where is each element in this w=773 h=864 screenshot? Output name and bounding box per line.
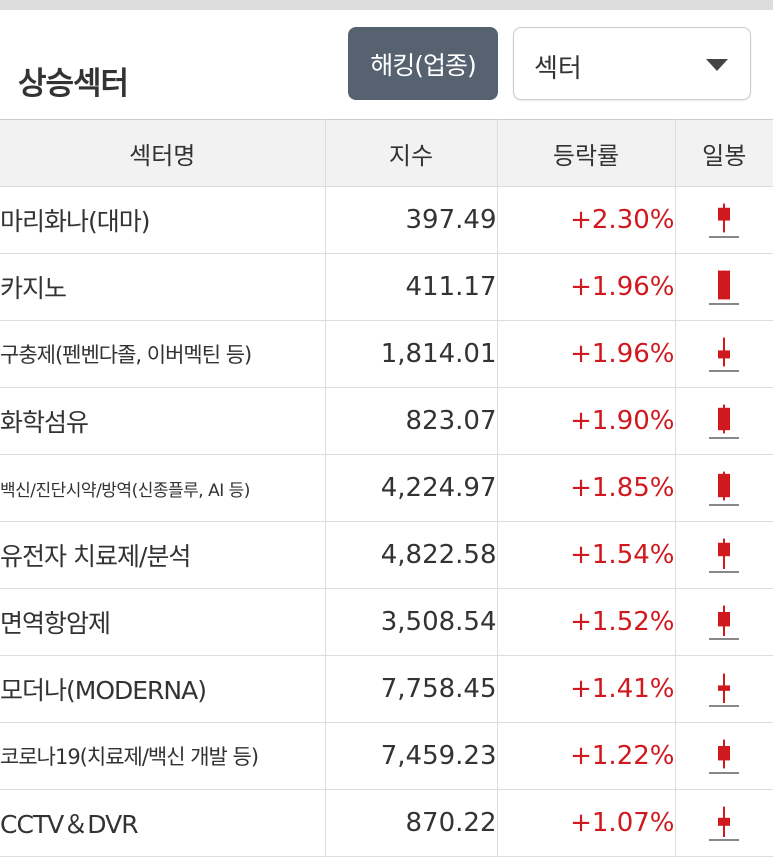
table-header-row: 섹터명 지수 등락률 일봉 bbox=[0, 119, 773, 187]
table-row[interactable]: 코로나19(치료제/백신 개발 등) 7,459.23 +1.22% bbox=[0, 722, 773, 790]
candle-body bbox=[718, 746, 731, 761]
sector-change: +1.41% bbox=[496, 655, 676, 723]
sector-change: +1.22% bbox=[496, 722, 676, 790]
sector-header: 상승섹터 해킹(업종) 섹터 bbox=[0, 10, 773, 119]
table-row[interactable]: 구충제(펜벤다졸, 이버멕틴 등) 1,814.01 +1.96% bbox=[0, 320, 773, 388]
column-header-index[interactable]: 지수 bbox=[324, 119, 498, 187]
candlestick-icon bbox=[709, 538, 740, 573]
column-header-change-rate[interactable]: 등락률 bbox=[496, 119, 676, 187]
daily-candle-cell bbox=[674, 521, 773, 589]
daily-candle-cell bbox=[674, 722, 773, 790]
column-header-sector-name[interactable]: 섹터명 bbox=[0, 119, 326, 187]
sector-index: 411.17 bbox=[324, 253, 498, 321]
sector-index: 397.49 bbox=[324, 186, 498, 254]
candle-body bbox=[718, 407, 731, 431]
sector-select[interactable]: 섹터 bbox=[513, 27, 751, 100]
sector-index: 1,814.01 bbox=[324, 320, 498, 388]
table-row[interactable]: 카지노 411.17 +1.96% bbox=[0, 253, 773, 321]
candlestick-icon bbox=[709, 673, 740, 707]
sector-name[interactable]: CCTV＆DVR bbox=[0, 789, 326, 857]
candlestick-icon bbox=[709, 203, 740, 238]
sector-table: 섹터명 지수 등락률 일봉 마리화나(대마) 397.49 +2.30% 카지노… bbox=[0, 119, 773, 857]
sector-name[interactable]: 화학섬유 bbox=[0, 387, 326, 455]
table-row[interactable]: 백신/진단시약/방역(신종플루, AI 등) 4,224.97 +1.85% bbox=[0, 454, 773, 522]
table-row[interactable]: 유전자 치료제/분석 4,822.58 +1.54% bbox=[0, 521, 773, 589]
sector-name[interactable]: 모더나(MODERNA) bbox=[0, 655, 326, 723]
sector-index: 870.22 bbox=[324, 789, 498, 857]
sector-change: +1.54% bbox=[496, 521, 676, 589]
daily-candle-cell bbox=[674, 588, 773, 656]
candlestick-icon bbox=[709, 605, 740, 640]
daily-candle-cell bbox=[674, 454, 773, 522]
sector-index: 7,459.23 bbox=[324, 722, 498, 790]
candle-body bbox=[718, 817, 731, 826]
table-row[interactable]: CCTV＆DVR 870.22 +1.07% bbox=[0, 789, 773, 857]
daily-candle-cell bbox=[674, 387, 773, 455]
chevron-down-icon bbox=[706, 59, 728, 71]
sector-index: 4,224.97 bbox=[324, 454, 498, 522]
sector-change: +1.96% bbox=[496, 320, 676, 388]
sector-change: +1.90% bbox=[496, 387, 676, 455]
sector-name[interactable]: 백신/진단시약/방역(신종플루, AI 등) bbox=[0, 454, 326, 522]
candle-body bbox=[718, 685, 731, 691]
candle-body bbox=[718, 542, 731, 557]
table-row[interactable]: 면역항암제 3,508.54 +1.52% bbox=[0, 588, 773, 656]
page-title: 상승섹터 bbox=[18, 66, 129, 102]
sector-select-value: 섹터 bbox=[534, 54, 582, 84]
daily-candle-cell bbox=[674, 320, 773, 388]
candle-body bbox=[718, 207, 731, 221]
candlestick-icon bbox=[709, 739, 740, 774]
table-row[interactable]: 화학섬유 823.07 +1.90% bbox=[0, 387, 773, 455]
top-divider bbox=[0, 0, 773, 10]
daily-candle-cell bbox=[674, 789, 773, 857]
sector-name[interactable]: 마리화나(대마) bbox=[0, 186, 326, 254]
candle-body bbox=[718, 612, 731, 627]
candlestick-icon bbox=[709, 404, 740, 439]
column-header-daily-candle: 일봉 bbox=[674, 119, 773, 187]
sector-name[interactable]: 코로나19(치료제/백신 개발 등) bbox=[0, 722, 326, 790]
candlestick-icon bbox=[709, 471, 740, 506]
sector-name[interactable]: 유전자 치료제/분석 bbox=[0, 521, 326, 589]
sector-change: +1.85% bbox=[496, 454, 676, 522]
sector-index: 4,822.58 bbox=[324, 521, 498, 589]
daily-candle-cell bbox=[674, 655, 773, 723]
table-row[interactable]: 마리화나(대마) 397.49 +2.30% bbox=[0, 186, 773, 254]
table-row[interactable]: 모더나(MODERNA) 7,758.45 +1.41% bbox=[0, 655, 773, 723]
sector-change: +1.52% bbox=[496, 588, 676, 656]
sector-index: 7,758.45 bbox=[324, 655, 498, 723]
candle-body bbox=[718, 350, 731, 359]
sector-change: +1.07% bbox=[496, 789, 676, 857]
candlestick-icon bbox=[709, 806, 740, 841]
sector-name[interactable]: 카지노 bbox=[0, 253, 326, 321]
candlestick-icon bbox=[709, 337, 740, 372]
daily-candle-cell bbox=[674, 253, 773, 321]
candlestick-icon bbox=[709, 270, 740, 305]
daily-candle-cell bbox=[674, 186, 773, 254]
sector-name[interactable]: 구충제(펜벤다졸, 이버멕틴 등) bbox=[0, 320, 326, 388]
sector-change: +1.96% bbox=[496, 253, 676, 321]
sector-index: 823.07 bbox=[324, 387, 498, 455]
sector-index: 3,508.54 bbox=[324, 588, 498, 656]
sector-change: +2.30% bbox=[496, 186, 676, 254]
sector-name[interactable]: 면역항암제 bbox=[0, 588, 326, 656]
hacking-industry-button[interactable]: 해킹(업종) bbox=[348, 27, 498, 100]
candle-body bbox=[718, 473, 731, 498]
candle-body bbox=[718, 270, 731, 300]
